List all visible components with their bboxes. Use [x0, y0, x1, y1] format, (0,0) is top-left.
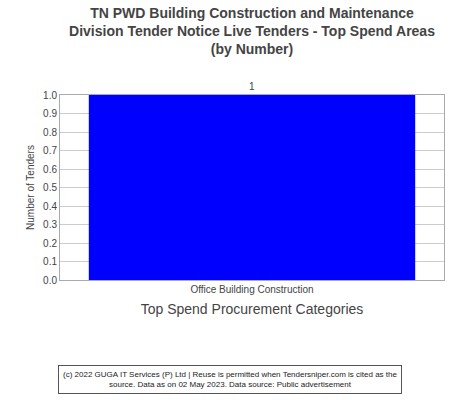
svg-text:0.6: 0.6: [43, 164, 57, 175]
svg-text:0.7: 0.7: [43, 145, 57, 156]
svg-text:0.5: 0.5: [43, 182, 57, 193]
svg-text:0.3: 0.3: [43, 219, 57, 230]
svg-text:0.0: 0.0: [43, 275, 57, 286]
svg-text:0.2: 0.2: [43, 238, 57, 249]
svg-text:0.8: 0.8: [43, 127, 57, 138]
svg-text:Office Building Construction: Office Building Construction: [190, 284, 313, 295]
svg-text:0.9: 0.9: [43, 108, 57, 119]
svg-text:(c) 2022 GUGA IT Services (P): (c) 2022 GUGA IT Services (P) Ltd | Reus…: [63, 370, 397, 389]
svg-text:Number of Tenders: Number of Tenders: [25, 145, 36, 230]
svg-text:Top Spend Procurement Categori: Top Spend Procurement Categories: [141, 301, 364, 317]
svg-text:0.1: 0.1: [43, 256, 57, 267]
svg-text:1.0: 1.0: [43, 90, 57, 101]
svg-text:1: 1: [249, 81, 255, 92]
svg-text:0.4: 0.4: [43, 201, 57, 212]
svg-text:TN PWD Building Construction a: TN PWD Building Construction and Mainten…: [69, 5, 435, 57]
